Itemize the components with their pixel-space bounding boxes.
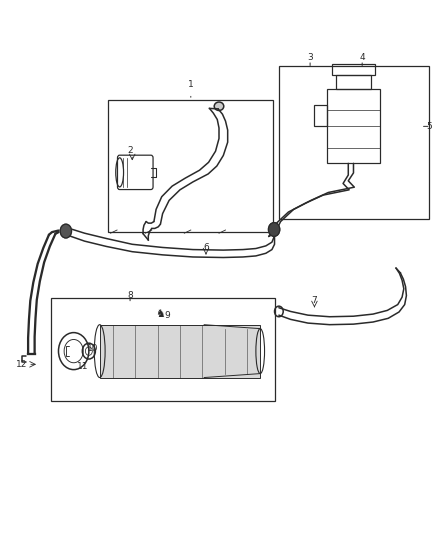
Bar [100, 325, 260, 377]
Text: 8: 8 [127, 291, 133, 300]
Text: 7: 7 [311, 296, 317, 305]
Text: 12: 12 [16, 360, 27, 369]
Text: 11: 11 [77, 362, 88, 372]
Bar [279, 66, 428, 219]
Text: 5: 5 [427, 122, 432, 131]
Text: 9: 9 [164, 311, 170, 320]
Bar [51, 298, 276, 401]
Text: 3: 3 [307, 53, 313, 62]
Bar [314, 105, 328, 126]
Bar [108, 100, 273, 232]
Bar [332, 64, 375, 75]
Bar [336, 75, 371, 90]
Ellipse shape [214, 102, 224, 110]
Circle shape [268, 223, 280, 236]
Text: 1: 1 [188, 79, 194, 88]
Bar [328, 90, 379, 164]
Text: ♞: ♞ [155, 309, 166, 319]
Text: 4: 4 [359, 53, 365, 62]
Text: 10: 10 [88, 344, 99, 353]
Text: 6: 6 [203, 244, 209, 253]
Text: 2: 2 [127, 146, 133, 155]
Circle shape [60, 224, 71, 238]
